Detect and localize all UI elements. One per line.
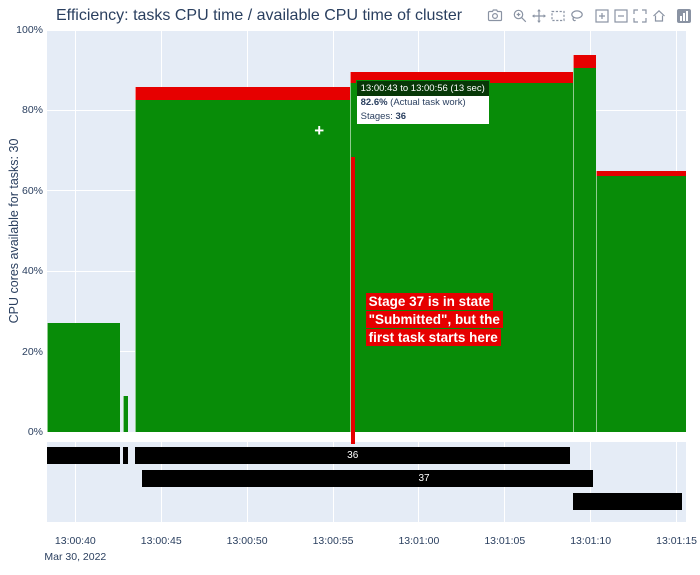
y-tick-label: 80% — [21, 104, 43, 117]
stage-span-bar[interactable] — [122, 447, 128, 464]
box-select-icon[interactable] — [550, 8, 566, 24]
tooltip-value-label: (Actual task work) — [387, 97, 466, 109]
stage-span-bar[interactable] — [47, 447, 120, 464]
main-plot[interactable] — [47, 29, 686, 433]
stage-span-bar[interactable] — [573, 493, 682, 510]
y-gridline — [47, 431, 686, 433]
reset-axes-icon[interactable] — [651, 8, 667, 24]
idle-capacity-bar[interactable] — [350, 72, 574, 84]
stage-span-label: 36 — [347, 450, 359, 461]
plotly-logo-icon[interactable] — [676, 8, 692, 24]
zoom-icon[interactable] — [512, 8, 528, 24]
x-tick-label: 13:00:40 — [54, 535, 96, 547]
annotation-line: Stage 37 is in state — [365, 293, 494, 311]
stage-timeline-plot[interactable]: 36 37 — [47, 442, 686, 522]
lasso-select-icon[interactable] — [569, 8, 585, 24]
x-gridline — [676, 442, 678, 522]
x-gridline — [74, 442, 76, 522]
x-tick-label: 13:00:45 — [140, 535, 182, 547]
x-tick-label: 13:00:50 — [226, 535, 268, 547]
tooltip-stages-value: 36 — [395, 111, 407, 123]
task-work-bar[interactable] — [135, 99, 351, 432]
task-work-bar[interactable] — [350, 83, 574, 432]
x-tick-label: 13:01:15 — [656, 535, 697, 547]
crosshair-cursor: + — [314, 120, 325, 140]
annotation-line: first task starts here — [365, 329, 501, 347]
y-gridline — [47, 29, 686, 31]
tooltip-stages-line: Stages: 36 — [357, 110, 489, 124]
pan-icon[interactable] — [531, 8, 547, 24]
x-axis-date-label: Mar 30, 2022 — [44, 551, 107, 563]
y-tick-label: 40% — [21, 265, 43, 278]
tooltip-time-range: 13:00:43 to 13:00:56 (13 sec) — [356, 81, 489, 97]
task-work-bar[interactable] — [595, 175, 686, 432]
x-tick-label: 13:01:10 — [570, 535, 612, 547]
y-tick-label: 60% — [21, 184, 43, 197]
zoom-in-icon[interactable] — [594, 8, 610, 24]
autoscale-icon[interactable] — [632, 8, 648, 24]
task-work-bar[interactable] — [47, 323, 120, 432]
y-tick-label: 100% — [16, 24, 43, 36]
task-work-bar[interactable] — [573, 68, 596, 432]
stage37-annotation: Stage 37 is in state "Submitted", but th… — [365, 293, 503, 347]
y-tick-label: 20% — [21, 345, 43, 358]
stage-span-bar[interactable]: 37 — [142, 470, 594, 487]
idle-capacity-bar[interactable] — [135, 87, 351, 100]
y-tick-label: 0% — [27, 426, 43, 438]
annotation-line: "Submitted", but the — [365, 311, 503, 329]
idle-capacity-bar[interactable] — [595, 170, 686, 176]
modebar — [484, 8, 692, 24]
idle-capacity-bar[interactable] — [573, 54, 596, 69]
stage-span-label: 37 — [418, 473, 430, 484]
zoom-out-icon[interactable] — [613, 8, 629, 24]
stage-span-bar[interactable]: 36 — [135, 447, 571, 464]
tooltip-value: 82.6% — [360, 97, 388, 109]
x-tick-label: 13:01:05 — [484, 535, 526, 547]
x-tick-label: 13:00:55 — [312, 535, 354, 547]
tooltip-stages-label: Stages: — [360, 111, 396, 123]
task-work-bar[interactable] — [122, 395, 128, 432]
x-tick-label: 13:01:00 — [398, 535, 440, 547]
tooltip-value-line: 82.6% (Actual task work) — [357, 96, 489, 110]
stage37-marker-line — [350, 156, 355, 445]
x-gridline — [74, 30, 76, 432]
chart-title: Efficiency: tasks CPU time / available C… — [56, 7, 463, 24]
hover-tooltip: 13:00:43 to 13:00:56 (13 sec) 82.6% (Act… — [355, 80, 490, 126]
camera-icon[interactable] — [487, 8, 503, 24]
y-axis-title: CPU cores available for tasks: 30 — [7, 138, 21, 324]
